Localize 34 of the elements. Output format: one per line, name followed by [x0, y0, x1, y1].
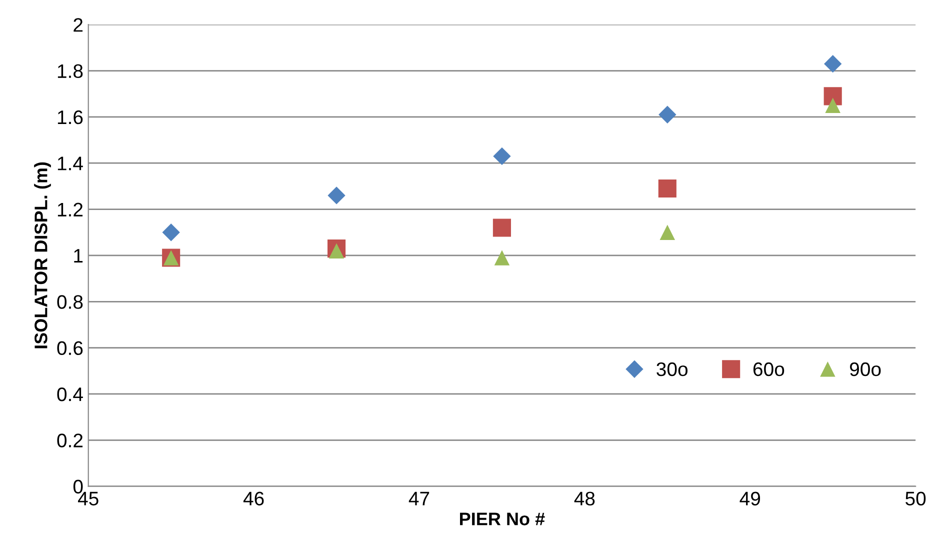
- legend-label: 90o: [850, 362, 881, 376]
- x-tick-label: 50: [906, 492, 926, 506]
- point: [824, 55, 842, 73]
- y-axis-title: ISOLATOR DISPL. (m): [34, 162, 51, 348]
- point: [658, 179, 676, 198]
- y-tick-label: 0.6: [57, 341, 83, 356]
- x-tick-label: 45: [78, 492, 98, 506]
- y-tick-label: 0.8: [57, 295, 83, 309]
- y-tick-label: 0.4: [57, 387, 83, 402]
- legend-label: 30o: [656, 362, 688, 376]
- y-tick-label: 1: [74, 249, 83, 263]
- point: [825, 98, 840, 114]
- y-tick-label: 2: [74, 18, 83, 32]
- point: [162, 224, 180, 242]
- y-tick-label: 1.8: [58, 64, 83, 78]
- x-tick-label: 48: [574, 492, 595, 506]
- x-tick-label: 49: [740, 492, 760, 506]
- x-tick-label: 47: [408, 492, 430, 506]
- point: [660, 224, 676, 240]
- point: [493, 147, 511, 166]
- y-tick-label: 0.2: [57, 434, 83, 448]
- point: [328, 186, 346, 204]
- x-tick-label: 46: [243, 492, 264, 506]
- y-tick-label: 1.4: [58, 156, 83, 170]
- y-tick-label: 0: [73, 480, 83, 494]
- y-tick-label: 1.2: [58, 202, 83, 216]
- y-tick-label: 1.6: [58, 110, 83, 124]
- point: [328, 243, 344, 258]
- point: [494, 250, 510, 266]
- point: [658, 106, 676, 124]
- point: [492, 218, 511, 237]
- legend-label: 60o: [753, 362, 784, 376]
- point: [824, 87, 842, 106]
- x-axis-title: PIER No #: [460, 512, 545, 526]
